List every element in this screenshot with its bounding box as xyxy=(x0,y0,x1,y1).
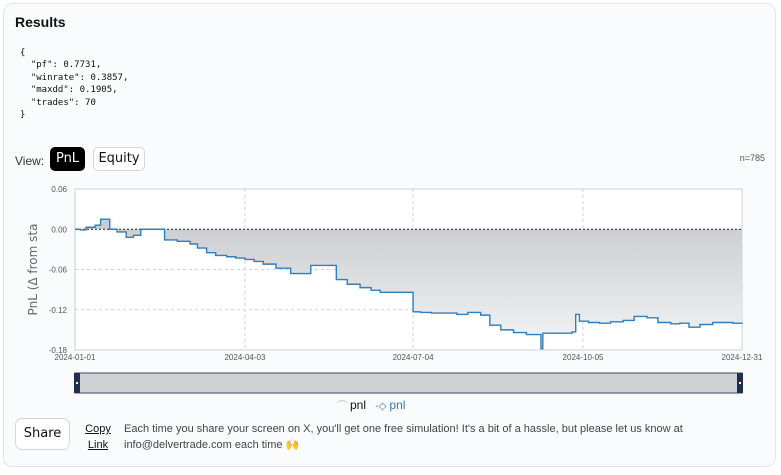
x-tick-label: 2024-01-01 xyxy=(55,353,96,362)
legend-area-icon: ⌒ xyxy=(337,401,347,412)
legend-label: pnl xyxy=(389,398,406,412)
y-tick-label: -0.06 xyxy=(49,266,68,275)
share-message: Each time you share your screen on X, yo… xyxy=(124,423,683,451)
y-tick-label: -0.12 xyxy=(49,306,68,315)
chart-legend: ⌒ pnl -◇ pnl xyxy=(337,397,411,412)
range-slider-track xyxy=(74,372,743,394)
x-tick-label: 2024-12-31 xyxy=(722,353,763,362)
x-tick-label: 2024-10-05 xyxy=(563,353,604,362)
results-title: Results xyxy=(15,14,66,30)
share-button[interactable]: Share xyxy=(15,418,70,450)
sample-count: n=785 xyxy=(739,153,765,163)
view-label: View: xyxy=(15,154,45,168)
results-json: { "pf": 0.7731, "winrate": 0.3857, "maxd… xyxy=(20,48,129,121)
left-handle-grip xyxy=(76,382,78,384)
view-pnl-button[interactable]: PnL xyxy=(50,147,85,171)
legend-item-fill[interactable]: ⌒ pnl xyxy=(337,397,366,412)
pnl-chart: 0.06 0.00 -0.06 -0.12 -0.18 2024-01-01 2024-04… xyxy=(0,175,781,402)
y-tick-label: -0.18 xyxy=(49,346,68,355)
pnl-line xyxy=(75,218,743,350)
copy-link[interactable]: Copy Link xyxy=(85,423,111,451)
x-tick-label: 2024-07-04 xyxy=(393,353,434,362)
legend-line-icon: -◇ xyxy=(375,401,387,412)
y-tick-label: 0.06 xyxy=(51,185,67,194)
legend-label: pnl xyxy=(350,398,367,412)
y-axis-label: PnL (Δ from sta xyxy=(26,224,40,316)
right-handle-grip xyxy=(739,382,741,384)
y-tick-label: 0.00 xyxy=(51,225,67,234)
x-tick-label: 2024-04-03 xyxy=(224,353,265,362)
legend-item-line[interactable]: -◇ pnl xyxy=(375,398,405,412)
view-equity-button[interactable]: Equity xyxy=(93,147,145,171)
